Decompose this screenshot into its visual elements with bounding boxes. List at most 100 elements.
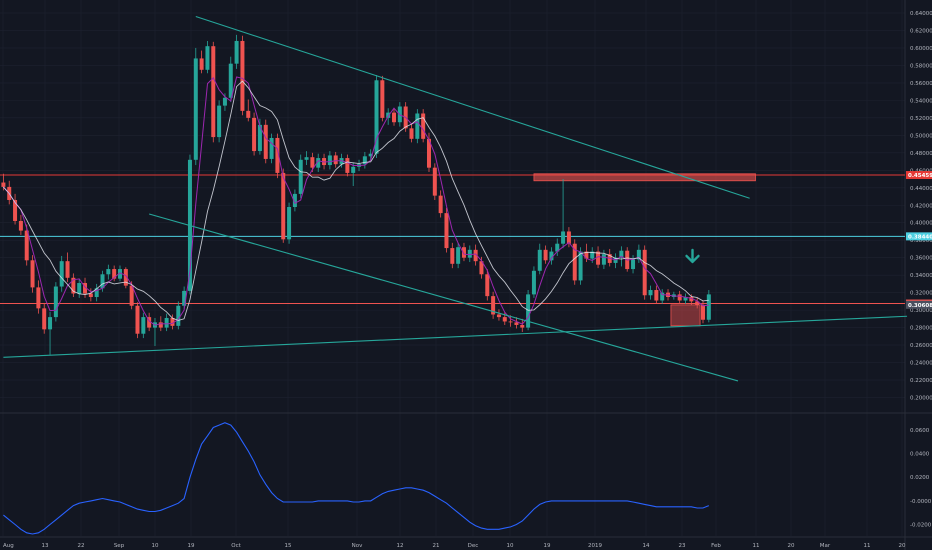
candle xyxy=(432,163,437,201)
oscillator-line xyxy=(3,422,710,535)
candle-body xyxy=(432,167,437,196)
candle-body xyxy=(263,124,268,159)
price-tick-label: 0.24000 xyxy=(910,361,932,367)
price-tick-label: 0.30000 xyxy=(910,308,932,314)
candle-body xyxy=(48,317,53,330)
candle xyxy=(281,168,286,243)
candle xyxy=(234,34,239,69)
price-tick-label: 0.54000 xyxy=(910,98,932,104)
candle xyxy=(473,244,478,266)
candle-body xyxy=(129,285,134,306)
candle xyxy=(141,312,146,339)
candle-body xyxy=(257,124,262,152)
oscillator-tick-label: -0.0200 xyxy=(910,523,932,529)
time-tick-label: 22 xyxy=(78,543,85,549)
candle-body xyxy=(701,304,705,320)
candle-body xyxy=(374,80,379,154)
candle xyxy=(467,245,472,263)
resistance-zone xyxy=(533,173,756,182)
candle-body xyxy=(578,251,583,281)
candle xyxy=(246,99,251,122)
candle-body xyxy=(42,308,47,330)
candle xyxy=(13,193,18,225)
candle-body xyxy=(368,153,373,157)
candle xyxy=(543,245,548,264)
chart-drawings-back xyxy=(0,173,905,327)
candle xyxy=(421,109,426,143)
candle xyxy=(444,207,449,253)
candle xyxy=(537,243,542,275)
candle xyxy=(53,282,58,322)
time-tick-label: 2019 xyxy=(588,543,602,549)
candle xyxy=(211,41,216,143)
price-tick-label: 0.56000 xyxy=(910,81,932,87)
time-tick-label: 11 xyxy=(753,543,760,549)
candle-body xyxy=(660,292,665,301)
candle xyxy=(631,255,636,274)
candle xyxy=(333,151,338,168)
candle xyxy=(36,280,41,314)
time-tick-label: 13 xyxy=(42,543,49,549)
candle xyxy=(496,309,501,321)
candle xyxy=(561,179,566,249)
candle xyxy=(182,286,187,310)
candle-body xyxy=(100,274,105,289)
price-tag: 0.45459 xyxy=(906,171,932,180)
price-tick-label: 0.52000 xyxy=(910,116,932,122)
candle-body xyxy=(362,156,367,165)
candle-body xyxy=(456,247,461,264)
candle xyxy=(304,151,309,166)
candle xyxy=(531,266,536,298)
oscillator-pane xyxy=(3,422,710,535)
candle-body xyxy=(520,324,525,328)
time-tick-label: 19 xyxy=(188,543,195,549)
time-tick-label: 23 xyxy=(679,543,686,549)
candle xyxy=(316,153,321,173)
time-tick-label: Aug xyxy=(3,543,14,549)
price-tick-label: 0.50000 xyxy=(910,133,932,139)
time-tick-label: 20 xyxy=(899,543,906,549)
price-tick-label: 0.38000 xyxy=(910,238,932,244)
price-tick-label: 0.32000 xyxy=(910,291,932,297)
price-tick-label: 0.20000 xyxy=(910,396,932,402)
ma-slow-line xyxy=(3,80,709,321)
candle-body xyxy=(683,297,688,301)
price-tick-label: 0.48000 xyxy=(910,151,932,157)
time-tick-label: 12 xyxy=(397,543,404,549)
candle xyxy=(42,304,47,334)
candle-body xyxy=(240,40,245,111)
trendline-long-term-support xyxy=(3,315,908,358)
candle-body xyxy=(53,286,58,318)
candle-body xyxy=(496,314,501,318)
candle-body xyxy=(461,247,466,258)
candle xyxy=(392,108,397,126)
candle-body xyxy=(689,297,694,302)
candle-body xyxy=(479,261,484,275)
time-tick-label: 11 xyxy=(864,543,871,549)
candle-body xyxy=(71,277,76,294)
candle-body xyxy=(572,243,577,281)
time-tick-label: 10 xyxy=(152,543,159,549)
price-tag-bg xyxy=(906,171,932,180)
candle-body xyxy=(601,254,606,265)
price-tick-label: 0.28000 xyxy=(910,326,932,332)
candle xyxy=(409,123,414,143)
candle-body xyxy=(234,40,239,64)
price-tick-label: 0.44000 xyxy=(910,186,932,192)
candle-body xyxy=(426,138,431,168)
candle xyxy=(596,246,601,269)
candle xyxy=(683,293,688,305)
oscillator-tick-label: 0.0200 xyxy=(910,475,930,481)
candle-body xyxy=(123,269,128,286)
candle xyxy=(636,244,641,263)
candle xyxy=(24,224,29,266)
candle-body xyxy=(491,296,496,315)
price-tag-label: 0.38440 xyxy=(908,234,932,240)
candle xyxy=(164,313,169,332)
price-tick-label: 0.60000 xyxy=(910,46,932,52)
candle-body xyxy=(304,157,309,160)
candle xyxy=(642,245,647,300)
time-tick-label: 15 xyxy=(285,543,292,549)
